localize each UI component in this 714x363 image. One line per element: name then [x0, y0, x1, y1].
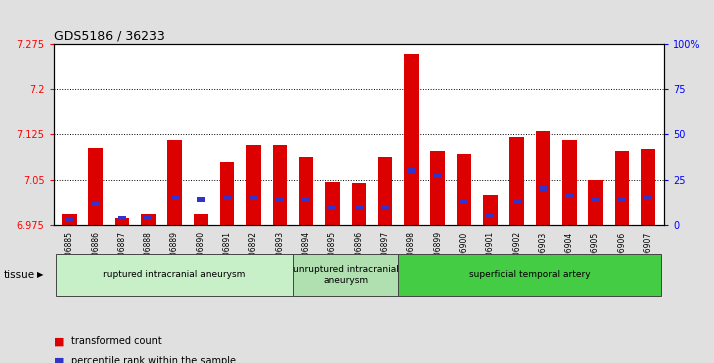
Bar — [115, 218, 129, 225]
Bar — [565, 194, 573, 198]
Bar — [381, 205, 389, 209]
Text: transformed count: transformed count — [71, 336, 162, 346]
Bar — [509, 137, 524, 225]
Bar — [644, 196, 652, 200]
Bar — [460, 199, 468, 204]
Bar — [536, 131, 550, 225]
Bar — [433, 174, 442, 178]
Bar — [89, 148, 103, 225]
Bar — [618, 197, 626, 202]
Text: percentile rank within the sample: percentile rank within the sample — [71, 356, 236, 363]
Text: tissue: tissue — [4, 270, 35, 280]
Bar — [592, 197, 600, 202]
Bar — [167, 140, 182, 225]
Bar — [408, 168, 416, 173]
Bar — [562, 140, 576, 225]
Bar — [326, 182, 340, 225]
Bar — [144, 216, 152, 220]
Bar — [378, 157, 392, 225]
Bar — [223, 196, 231, 200]
Bar — [250, 196, 258, 200]
Bar — [193, 214, 208, 225]
Bar — [588, 180, 603, 225]
Text: superficial temporal artery: superficial temporal artery — [469, 270, 590, 280]
Bar — [246, 144, 261, 225]
Bar — [141, 214, 156, 225]
Bar — [171, 196, 178, 200]
Bar — [539, 187, 547, 191]
Bar — [431, 151, 445, 225]
Bar — [457, 154, 471, 225]
Bar — [66, 217, 74, 222]
Bar — [483, 195, 498, 225]
Text: ■: ■ — [54, 356, 64, 363]
Bar — [276, 197, 284, 202]
Bar — [299, 157, 313, 225]
Text: ruptured intracranial aneurysm: ruptured intracranial aneurysm — [104, 270, 246, 280]
Bar — [302, 197, 310, 202]
Bar — [641, 150, 655, 225]
Bar — [62, 214, 76, 225]
Bar — [273, 145, 287, 225]
Bar — [351, 183, 366, 225]
Text: GDS5186 / 36233: GDS5186 / 36233 — [54, 29, 164, 42]
Bar — [220, 162, 234, 225]
Bar — [513, 199, 521, 204]
Bar — [197, 197, 205, 202]
Bar — [355, 205, 363, 209]
Text: ■: ■ — [54, 336, 64, 346]
Bar — [328, 205, 336, 209]
Bar — [615, 151, 629, 225]
Bar — [486, 214, 494, 218]
Text: ▶: ▶ — [37, 270, 44, 280]
Text: unruptured intracranial
aneurysm: unruptured intracranial aneurysm — [293, 265, 398, 285]
Bar — [91, 201, 100, 205]
Bar — [118, 216, 126, 220]
Bar — [404, 54, 418, 225]
